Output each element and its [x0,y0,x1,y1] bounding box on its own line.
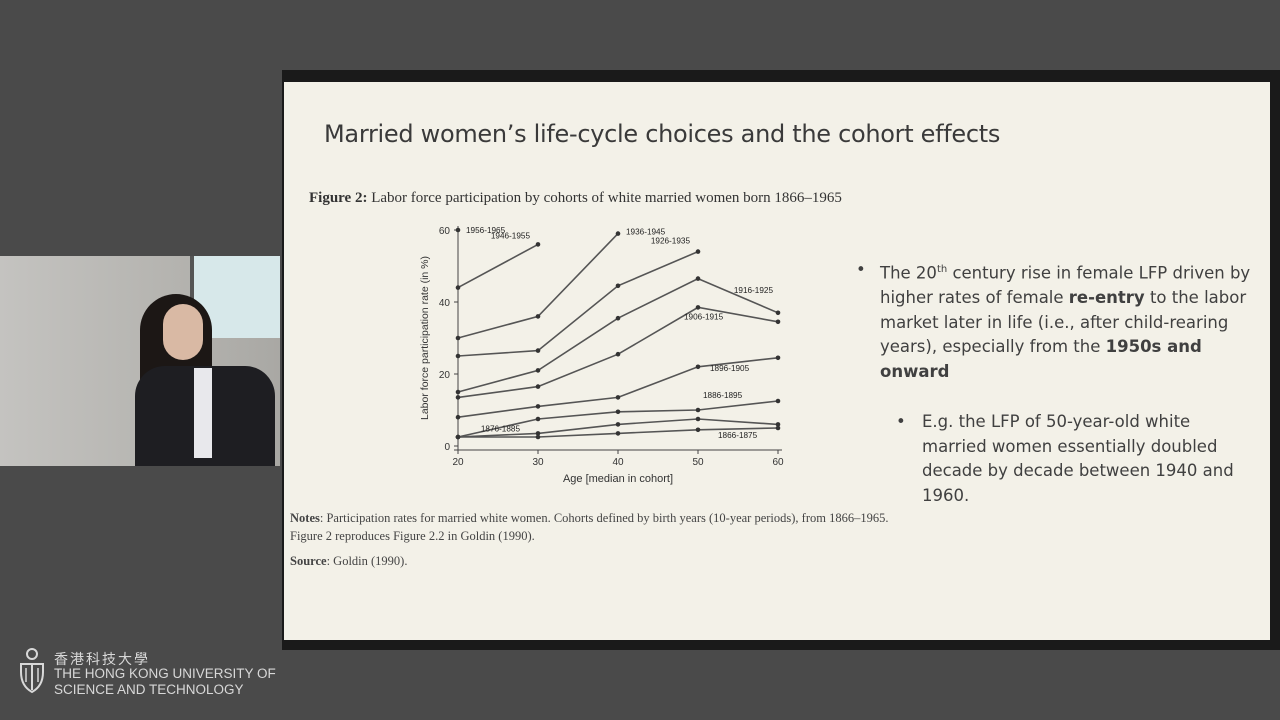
data-point [535,348,541,353]
bullet1-bold2: 1950s and onward [880,337,1202,381]
series-label: 1936-1945 [626,228,666,237]
y-tick-label: 40 [439,298,451,309]
y-tick-label: 60 [439,226,451,237]
speaker-shirt [194,368,212,458]
data-point [535,242,541,247]
data-point [695,249,701,254]
university-emblem-icon [20,648,44,694]
series-label: 1906-1915 [684,312,724,321]
series-line-1936-1945 [457,233,619,339]
figure-label: Figure 2: [309,190,368,206]
data-point [455,353,461,359]
data-point [535,384,541,389]
slide: Married women’s life-cycle choices and t… [284,82,1270,640]
series-label: 1866-1875 [718,431,758,440]
speaker-video [0,256,280,466]
data-point [535,416,541,422]
bullet-dot-icon: • [856,260,866,279]
series-label: 1876-1885 [481,424,521,433]
data-point [455,227,461,233]
bullet1-text2: century rise in female LFP driven by hig… [880,263,1251,308]
university-logo: 香港科技大學 THE HONG KONG UNIVERSITY OF SCIEN… [18,648,278,700]
data-point [695,416,701,422]
data-point [535,314,541,319]
data-point [455,395,461,400]
data-point [615,351,621,357]
data-point [615,422,621,427]
bullet1-sup: th [936,264,948,275]
series-label: 1886-1895 [703,391,743,400]
figure-source: Source: Goldin (1990). [290,554,407,569]
series-line-1926-1935 [457,250,699,357]
logo-chinese-name: 香港科技大學 [54,652,150,668]
data-point [775,398,781,404]
series-label: 1926-1935 [651,237,691,246]
slide-title: Married women’s life-cycle choices and t… [324,120,1001,148]
series-line-1916-1925 [457,277,779,393]
y-tick-label: 0 [444,442,450,453]
data-point [695,276,701,281]
notes-label: Notes [290,511,320,525]
series-label: 1956-1965 [466,226,506,235]
data-point [615,283,621,289]
y-axis-label: Labor force participation rate (in %) [419,256,431,420]
data-point [455,434,461,440]
data-point [615,409,621,415]
data-point [535,404,541,409]
figure-caption: Figure 2: Labor force participation by c… [309,190,842,207]
bullet1-text1: The 20 [880,263,937,283]
x-tick-label: 30 [532,457,544,468]
bullet-dot-icon: • [896,412,906,431]
data-point [775,310,781,316]
series-label: 1946-1955 [491,231,531,240]
data-point [775,422,781,427]
data-point [775,425,781,431]
series-label: 1896-1905 [710,364,750,373]
x-tick-label: 20 [452,457,464,468]
y-tick-label: 20 [439,370,451,381]
logo-english-line1: THE HONG KONG UNIVERSITY OF [54,666,276,681]
bullet1-text3: to the labor market later in life (i.e.,… [880,288,1247,356]
data-point [695,407,701,413]
data-point [615,431,621,436]
bullet-sub: • E.g. the LFP of 50-year-old white marr… [896,410,1256,508]
x-axis-label: Age [median in cohort] [563,473,673,485]
notes-text: : Participation rates for married white … [290,511,889,543]
data-point [455,414,461,420]
data-point [535,434,541,440]
source-text: : Goldin (1990). [326,554,408,568]
data-point [535,368,541,373]
logo-english-line2: SCIENCE AND TECHNOLOGY [54,682,244,697]
data-point [695,427,701,433]
figure-notes: Notes: Participation rates for married w… [290,509,910,545]
source-label: Source [290,554,327,568]
figure-caption-text: Labor force participation by cohorts of … [371,190,842,206]
data-point [615,315,621,321]
bullet2-text: E.g. the LFP of 50-year-old white marrie… [922,412,1234,505]
data-point [455,335,461,341]
speaker-face [163,304,203,360]
x-tick-label: 40 [612,457,624,468]
data-point [775,319,781,325]
data-point [615,231,621,236]
data-point [695,364,701,370]
series-line-1946-1955 [457,243,539,289]
bullet-list: • The 20th century rise in female LFP dr… [856,258,1256,508]
data-point [615,395,621,400]
x-tick-label: 50 [692,457,704,468]
data-point [695,305,701,310]
series-label: 1916-1925 [734,286,774,295]
bullet1-bold1: re-entry [1068,288,1145,307]
bullet-main: • The 20th century rise in female LFP dr… [856,258,1256,384]
data-point [535,431,541,436]
x-tick-label: 60 [772,457,784,468]
data-point [455,389,461,395]
data-point [455,285,461,290]
data-point [775,355,781,361]
